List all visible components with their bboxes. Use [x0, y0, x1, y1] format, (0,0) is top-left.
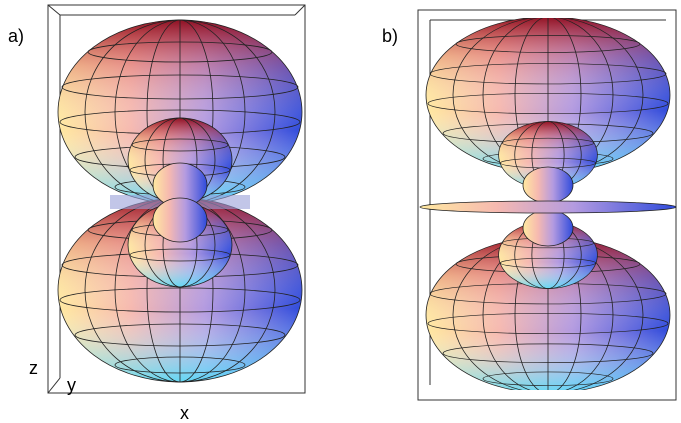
- panel-a: a) z y x: [8, 5, 305, 423]
- panel-label: a): [8, 26, 24, 46]
- panel-label: b): [382, 26, 398, 46]
- figure: a) z y x b): [0, 0, 681, 423]
- axis-label: z: [29, 358, 38, 378]
- axis-label: y: [67, 375, 76, 395]
- panel-b: b): [382, 10, 676, 400]
- axis-label: x: [180, 403, 189, 423]
